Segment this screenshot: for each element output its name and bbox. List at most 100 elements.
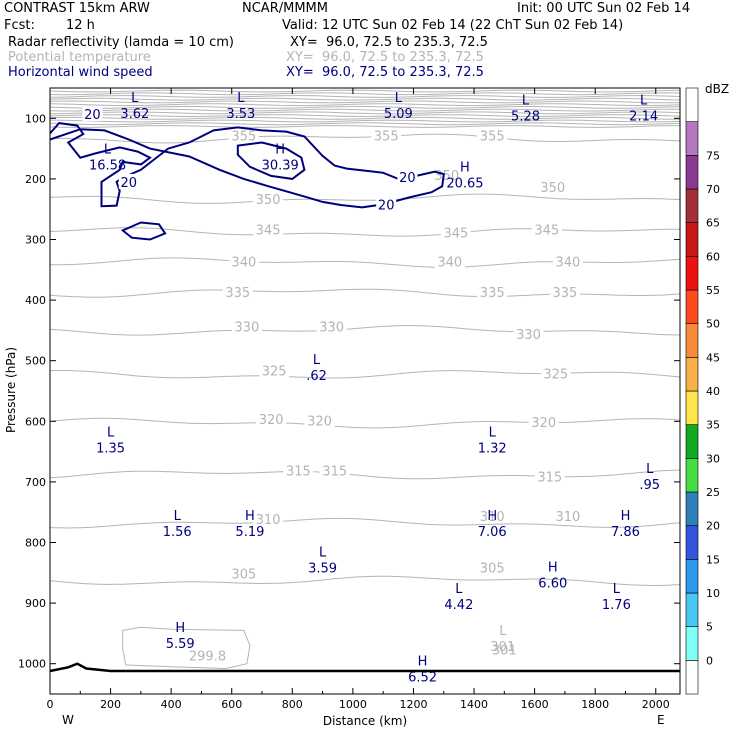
colorbar-tick-label: 10 bbox=[706, 587, 720, 600]
theta-label: 355 bbox=[374, 129, 399, 144]
x-tick-label: 1600 bbox=[521, 698, 549, 711]
colorbar-swatch bbox=[685, 424, 699, 459]
theta-contour-315 bbox=[49, 469, 681, 480]
wind-label-bg bbox=[118, 173, 139, 189]
wind-extremum-marker: H bbox=[175, 621, 185, 636]
wind-label-bg bbox=[82, 106, 103, 122]
colorbar-tick-label: 65 bbox=[706, 217, 720, 230]
theta-label: 350 bbox=[256, 193, 281, 208]
theta-contour-350 bbox=[49, 193, 681, 204]
theta-label: 330 bbox=[516, 328, 541, 343]
colorbar-tick-label: 40 bbox=[706, 385, 720, 398]
colorbar-swatch bbox=[685, 289, 699, 324]
field-xy-wind: XY= 96.0, 72.5 to 235.3, 72.5 bbox=[286, 65, 484, 80]
colorbar-tick-label: 5 bbox=[706, 621, 713, 634]
y-tick-label: 900 bbox=[25, 597, 46, 610]
theta-label-bg bbox=[228, 566, 259, 581]
colorbar-swatch bbox=[685, 222, 699, 257]
x-tick-label: 1200 bbox=[399, 698, 427, 711]
wind-extremum-value: 3.62 bbox=[120, 107, 149, 122]
theta-label-bg bbox=[531, 222, 562, 237]
theta-label: 325 bbox=[543, 368, 568, 383]
theta-upper-line bbox=[49, 111, 681, 115]
wind-layer: 20 20 20 20 bbox=[49, 106, 445, 241]
theta-label: 345 bbox=[534, 223, 559, 238]
colorbar-tick-label: 35 bbox=[706, 419, 720, 432]
wind-extremum-value: 30.39 bbox=[262, 158, 299, 173]
wind-extremum-value: 16.58 bbox=[89, 158, 126, 173]
colorbar-tick-label: 55 bbox=[706, 284, 720, 297]
wind-extremum-marker: L bbox=[131, 91, 139, 106]
theta-upper-line bbox=[49, 97, 681, 101]
wind-extremum-value: 3.53 bbox=[226, 107, 255, 122]
y-tick-label: 300 bbox=[25, 234, 46, 247]
x-tick-label: 1000 bbox=[339, 698, 367, 711]
colorbar-swatch bbox=[685, 87, 699, 122]
wind-extremum-marker: H bbox=[621, 509, 631, 524]
theta-upper-line bbox=[49, 89, 681, 93]
theta-label: 299.8 bbox=[189, 649, 226, 664]
y-axis-label: Pressure (hPa) bbox=[4, 347, 18, 433]
theta-label-bg bbox=[231, 319, 262, 334]
theta-label-bg bbox=[477, 560, 508, 575]
theta-upper-line bbox=[49, 106, 681, 109]
theta-label: 310 bbox=[480, 510, 505, 525]
theta-label-bg bbox=[513, 327, 544, 342]
theta-label: 325 bbox=[262, 365, 287, 380]
theta-label-bg bbox=[440, 225, 471, 240]
x-tick-label: 200 bbox=[100, 698, 121, 711]
wind-extremum-marker: H bbox=[548, 561, 558, 576]
wind-extremum-marker: L bbox=[395, 91, 403, 106]
theta-label: 340 bbox=[556, 256, 581, 271]
x-tick-label: 400 bbox=[161, 698, 182, 711]
theta-label: 355 bbox=[480, 129, 505, 144]
theta-label-bg bbox=[477, 128, 508, 143]
theta-label: 335 bbox=[480, 286, 505, 301]
wind-extremum-value: 1.32 bbox=[478, 441, 507, 456]
theta-contour-345 bbox=[49, 227, 680, 237]
wind-extremum-value: .62 bbox=[306, 369, 327, 384]
theta-upper-line bbox=[49, 122, 681, 126]
theta-label-bg bbox=[316, 319, 347, 334]
wind-extremum-value: 6.52 bbox=[408, 671, 437, 686]
x-axis-label: Distance (km) bbox=[323, 714, 407, 728]
theta-label-bg bbox=[259, 363, 290, 378]
y-tick-label: 100 bbox=[25, 112, 46, 125]
wind-label-bg bbox=[376, 196, 397, 212]
colorbar-title: dBZ bbox=[705, 82, 729, 96]
wind-extremum-marker: L bbox=[237, 91, 245, 106]
valid-time: Valid: 12 UTC Sun 02 Feb 14 (22 ChT Sun … bbox=[282, 18, 624, 33]
colorbar-tick-label: 30 bbox=[706, 452, 720, 465]
x-tick-label: 1400 bbox=[460, 698, 488, 711]
wind-extremum-marker: H bbox=[487, 509, 497, 524]
colorbar-swatch bbox=[685, 525, 699, 560]
x-tick-label: 1800 bbox=[581, 698, 609, 711]
theta-contour-335 bbox=[49, 288, 681, 298]
theta-label-bg bbox=[319, 463, 350, 478]
colorbar-tick-label: 60 bbox=[706, 250, 720, 263]
wind-extremum-marker: H bbox=[460, 161, 470, 176]
theta-label-bg bbox=[431, 167, 462, 182]
wind-extremum-value: 1.56 bbox=[163, 525, 192, 540]
theta-contour-305 bbox=[49, 575, 681, 587]
theta-label: 305 bbox=[480, 562, 505, 577]
theta-label-bg bbox=[434, 254, 465, 269]
theta-label: 330 bbox=[319, 320, 344, 335]
wind-extremum-value: 6.60 bbox=[538, 577, 567, 592]
wind-label-bg bbox=[397, 169, 418, 185]
theta-label-bg bbox=[534, 469, 565, 484]
theta-label-bg bbox=[549, 284, 580, 299]
wind-extremum-marker: L bbox=[107, 425, 115, 440]
theta-label: 315 bbox=[322, 465, 347, 480]
wind-extremum-value: 1.76 bbox=[602, 598, 631, 613]
theta-upper-line bbox=[49, 108, 680, 112]
theta-label-bg bbox=[489, 642, 520, 657]
colorbar-tick-label: 25 bbox=[706, 486, 720, 499]
colorbar-swatch bbox=[685, 592, 699, 627]
field-name-wind: Horizontal wind speed bbox=[8, 65, 153, 80]
theta-label: 320 bbox=[307, 414, 332, 429]
colorbar-tick-label: 45 bbox=[706, 351, 720, 364]
theta-extremum-marker: L bbox=[499, 624, 507, 639]
x-end-label-west: W bbox=[62, 713, 74, 727]
